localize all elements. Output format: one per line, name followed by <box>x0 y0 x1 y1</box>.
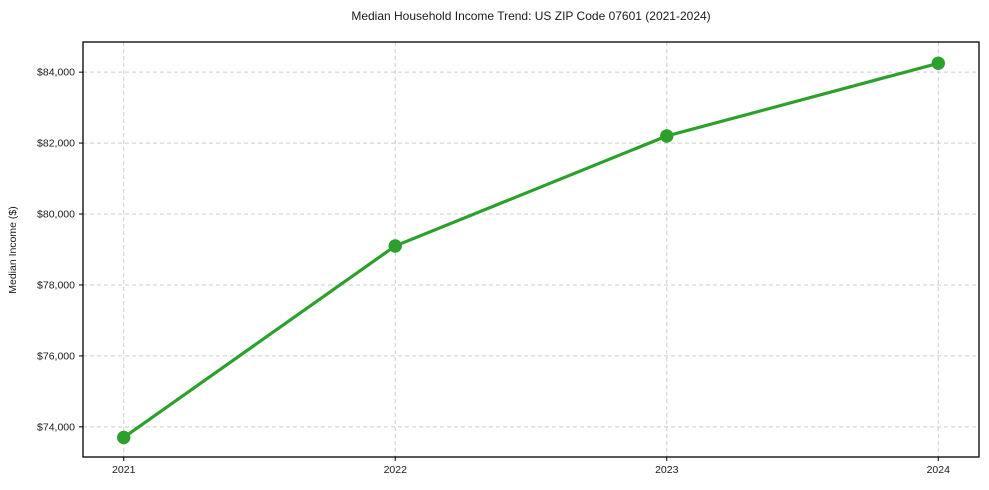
y-tick-label: $76,000 <box>37 350 75 362</box>
data-point-2022 <box>388 239 402 253</box>
chart-title: Median Household Income Trend: US ZIP Co… <box>351 9 711 23</box>
data-point-2024 <box>931 56 945 70</box>
y-tick-label: $74,000 <box>37 421 75 433</box>
y-tick-label: $84,000 <box>37 67 75 79</box>
x-tick-label: 2022 <box>384 464 408 476</box>
y-tick-label: $82,000 <box>37 138 75 150</box>
x-tick-label: 2024 <box>927 464 951 476</box>
income-line <box>122 61 940 440</box>
y-tick-label: $80,000 <box>37 209 75 221</box>
x-tick-label: 2023 <box>655 464 679 476</box>
x-tick-label: 2021 <box>112 464 136 476</box>
plot-border <box>82 41 980 458</box>
y-tick-label: $78,000 <box>37 279 75 291</box>
data-point-2021 <box>117 430 131 445</box>
data-point-2023 <box>660 129 674 143</box>
